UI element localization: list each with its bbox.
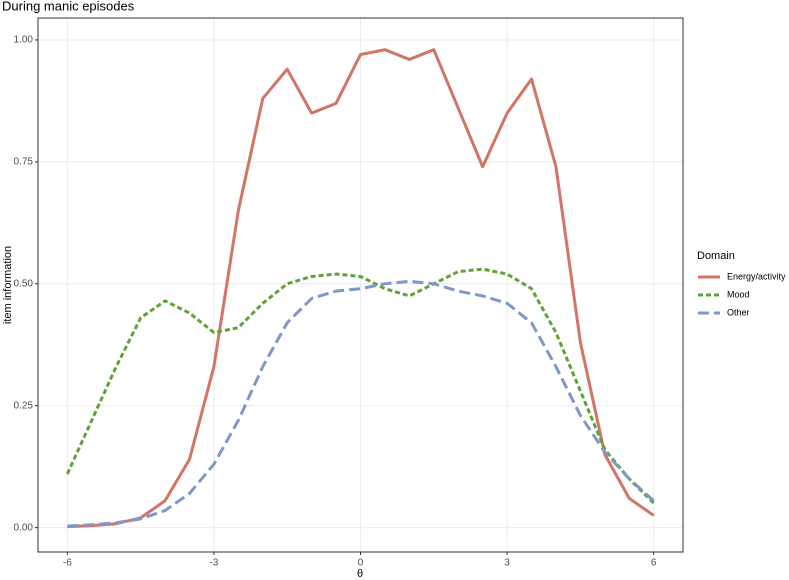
lines-layer (65, 48, 655, 529)
y-tick-label: 0.00 (14, 522, 34, 533)
line-series (67, 279, 655, 528)
x-tick-label: -6 (63, 558, 72, 569)
legend-label: Mood (727, 289, 750, 299)
x-tick-label: 3 (504, 558, 510, 569)
legend-title: Domain (697, 250, 735, 262)
y-tick-label: 0.50 (14, 278, 34, 289)
x-tick-label: -3 (209, 558, 218, 569)
line-series (65, 267, 655, 505)
x-axis-title: θ (357, 568, 363, 580)
line-series (67, 48, 655, 529)
y-tick-label: 0.75 (14, 157, 34, 168)
y-axis-title: item information (2, 246, 14, 324)
legend-label: Energy/activity (727, 271, 786, 281)
y-tick-label: 0.25 (14, 400, 34, 411)
x-tick-label: 0 (358, 558, 364, 569)
x-tick-label: 6 (651, 558, 657, 569)
chart-title: During manic episodes (2, 0, 135, 13)
legend-label: Other (727, 307, 750, 317)
y-tick-label: 1.00 (14, 35, 34, 46)
